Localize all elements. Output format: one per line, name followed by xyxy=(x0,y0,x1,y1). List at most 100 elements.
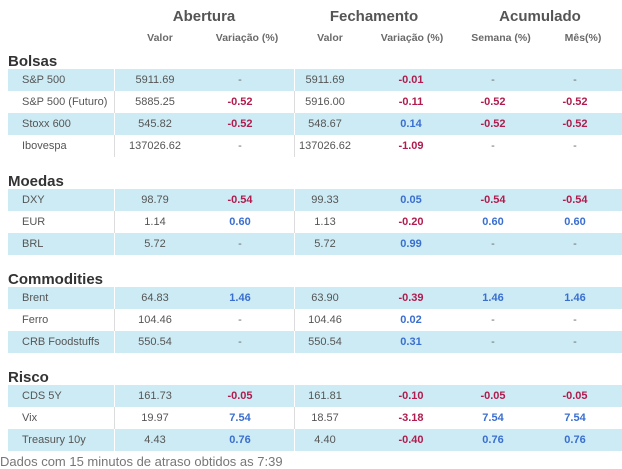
row-label: EUR xyxy=(22,216,46,228)
cell-abertura-valor: 19.97 xyxy=(141,412,169,424)
cell-abertura-valor: 64.83 xyxy=(141,292,169,304)
cell-abertura-valor: 5.72 xyxy=(144,238,166,250)
cell-fechamento-variacao: -0.01 xyxy=(398,74,424,86)
column-divider xyxy=(294,429,295,451)
cell-fechamento-variacao: 0.99 xyxy=(400,238,422,250)
table-row-crb-foodstuffs: CRB Foodstuffs 550.54 - 550.54 0.31 - - xyxy=(8,331,622,353)
cell-semana-variacao: - xyxy=(491,336,495,348)
cell-semana-variacao: 7.54 xyxy=(482,412,504,424)
table-row-dxy: DXY 98.79 -0.54 99.33 0.05 -0.54 -0.54 xyxy=(8,189,622,211)
col-header-fechamento-valor: Valor xyxy=(317,32,343,44)
cell-mes-variacao: - xyxy=(573,140,577,152)
col-header-semana: Semana (%) xyxy=(471,32,531,44)
column-divider xyxy=(294,385,295,407)
cell-semana-variacao: 0.76 xyxy=(482,434,504,446)
cell-mes-variacao: - xyxy=(573,314,577,326)
cell-abertura-variacao: 0.60 xyxy=(229,216,251,228)
cell-fechamento-variacao: 0.02 xyxy=(400,314,422,326)
cell-mes-variacao: -0.05 xyxy=(562,390,588,402)
column-divider xyxy=(294,287,295,309)
cell-fechamento-valor: 550.54 xyxy=(308,336,342,348)
row-label: S&P 500 (Futuro) xyxy=(22,96,108,108)
cell-abertura-valor: 1.14 xyxy=(144,216,166,228)
row-label: Ibovespa xyxy=(22,140,67,152)
table-row-ibovespa: Ibovespa 137026.62 - 137026.62 -1.09 - - xyxy=(8,135,622,157)
cell-abertura-valor: 5885.25 xyxy=(135,96,175,108)
row-label: Stoxx 600 xyxy=(22,118,71,130)
column-divider xyxy=(294,189,295,211)
cell-abertura-valor: 137026.62 xyxy=(129,140,181,152)
cell-fechamento-variacao: -0.10 xyxy=(398,390,424,402)
delay-footnote: Dados com 15 minutos de atraso obtidos a… xyxy=(0,454,283,469)
column-divider xyxy=(294,211,295,233)
cell-abertura-variacao: - xyxy=(238,336,242,348)
cell-fechamento-valor: 1.13 xyxy=(314,216,336,228)
cell-semana-variacao: 1.46 xyxy=(482,292,504,304)
section-title-risco: Risco xyxy=(8,369,49,386)
table-row-ferro: Ferro 104.46 - 104.46 0.02 - - xyxy=(8,309,622,331)
column-divider xyxy=(114,331,115,353)
cell-semana-variacao: -0.52 xyxy=(480,118,506,130)
cell-mes-variacao: 0.60 xyxy=(564,216,586,228)
cell-abertura-variacao: -0.05 xyxy=(227,390,253,402)
table-row-treasury-10y: Treasury 10y 4.43 0.76 4.40 -0.40 0.76 0.76 xyxy=(8,429,622,451)
column-divider xyxy=(294,69,295,91)
cell-fechamento-valor: 63.90 xyxy=(311,292,339,304)
table-row-s-p-500-futuro: S&P 500 (Futuro) 5885.25 -0.52 5916.00 -0.11… xyxy=(8,91,622,113)
cell-abertura-variacao: - xyxy=(238,140,242,152)
section-title-commodities: Commodities xyxy=(8,271,104,288)
column-divider xyxy=(294,309,295,331)
column-divider xyxy=(114,211,115,233)
cell-mes-variacao: 7.54 xyxy=(564,412,586,424)
cell-fechamento-valor: 18.57 xyxy=(311,412,339,424)
cell-fechamento-variacao: 0.31 xyxy=(400,336,422,348)
row-label: Vix xyxy=(22,412,38,424)
table-row-s-p-500: S&P 500 5911.69 - 5911.69 -0.01 - - xyxy=(8,69,622,91)
cell-fechamento-variacao: 0.05 xyxy=(400,194,422,206)
cell-abertura-variacao: - xyxy=(238,74,242,86)
cell-abertura-valor: 550.54 xyxy=(138,336,172,348)
table-row-brent: Brent 64.83 1.46 63.90 -0.39 1.46 1.46 xyxy=(8,287,622,309)
row-label: Treasury 10y xyxy=(22,434,86,446)
cell-mes-variacao: - xyxy=(573,336,577,348)
cell-fechamento-valor: 104.46 xyxy=(308,314,342,326)
cell-abertura-valor: 104.46 xyxy=(138,314,172,326)
row-label: Ferro xyxy=(22,314,49,326)
cell-abertura-variacao: 0.76 xyxy=(229,434,251,446)
column-divider xyxy=(114,429,115,451)
cell-abertura-variacao: -0.54 xyxy=(227,194,253,206)
cell-abertura-valor: 545.82 xyxy=(138,118,172,130)
row-label: CDS 5Y xyxy=(22,390,62,402)
row-label: BRL xyxy=(22,238,44,250)
col-header-abertura-valor: Valor xyxy=(147,32,173,44)
column-divider xyxy=(294,331,295,353)
row-label: CRB Foodstuffs xyxy=(22,336,100,348)
group-header-abertura: Abertura xyxy=(172,8,236,25)
column-divider xyxy=(114,69,115,91)
cell-fechamento-variacao: -0.39 xyxy=(398,292,424,304)
table-row-vix: Vix 19.97 7.54 18.57 -3.18 7.54 7.54 xyxy=(8,407,622,429)
cell-mes-variacao: 1.46 xyxy=(564,292,586,304)
column-divider xyxy=(294,113,295,135)
table-row-cds-5y: CDS 5Y 161.73 -0.05 161.81 -0.10 -0.05 -0.05 xyxy=(8,385,622,407)
cell-fechamento-valor: 548.67 xyxy=(308,118,342,130)
cell-abertura-valor: 161.73 xyxy=(138,390,172,402)
cell-abertura-valor: 5911.69 xyxy=(135,74,175,86)
cell-semana-variacao: -0.05 xyxy=(480,390,506,402)
section-title-moedas: Moedas xyxy=(8,173,64,190)
cell-mes-variacao: -0.52 xyxy=(562,118,588,130)
cell-abertura-variacao: -0.52 xyxy=(227,118,253,130)
cell-semana-variacao: - xyxy=(491,74,495,86)
column-divider xyxy=(114,407,115,429)
cell-mes-variacao: -0.52 xyxy=(562,96,588,108)
cell-semana-variacao: -0.54 xyxy=(480,194,506,206)
row-label: Brent xyxy=(22,292,49,304)
column-divider xyxy=(114,113,115,135)
row-label: S&P 500 xyxy=(22,74,66,86)
row-label: DXY xyxy=(22,194,45,206)
table-row-brl: BRL 5.72 - 5.72 0.99 - - xyxy=(8,233,622,255)
cell-semana-variacao: - xyxy=(491,140,495,152)
cell-mes-variacao: - xyxy=(573,238,577,250)
col-header-fechamento-variacao: Variação (%) xyxy=(380,32,444,44)
column-divider xyxy=(114,135,115,157)
